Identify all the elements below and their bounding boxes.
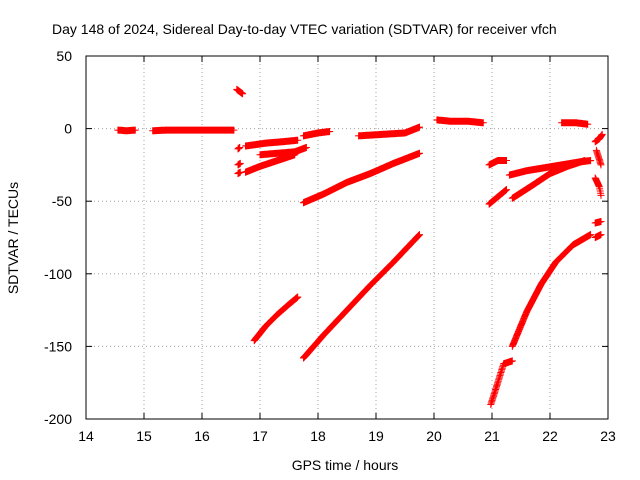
data-segment — [300, 149, 423, 207]
data-segment — [300, 128, 334, 140]
data-point-markers — [508, 231, 595, 350]
data-segment — [433, 116, 487, 127]
x-axis-label: GPS time / hours — [292, 457, 399, 473]
data-segment — [487, 357, 516, 408]
data-point-markers — [242, 151, 299, 176]
data-point-markers — [114, 126, 139, 135]
data-segment — [558, 119, 592, 128]
data-point-markers — [300, 231, 423, 362]
data-point-markers — [300, 128, 334, 140]
data-point-markers — [234, 168, 244, 178]
data-segment — [591, 218, 605, 227]
data-point-markers — [300, 149, 423, 207]
data-point-markers — [558, 119, 592, 128]
y-axis-ticks: 50 0 -50 -100 -150 -200 — [44, 48, 608, 427]
data-point-markers — [234, 159, 244, 169]
y-tick-label: -150 — [44, 338, 72, 354]
data-segment — [591, 174, 605, 199]
data-point-markers — [242, 136, 302, 150]
data-point-markers — [485, 186, 510, 208]
data-point-markers — [591, 231, 605, 241]
data-point-markers — [355, 123, 423, 140]
data-segment — [485, 157, 510, 169]
data-segment — [234, 159, 244, 169]
data-point-markers — [485, 157, 510, 169]
x-tick-label: 21 — [484, 428, 500, 444]
x-tick-label: 22 — [542, 428, 558, 444]
data-segment — [508, 157, 589, 202]
data-segment — [592, 146, 605, 169]
data-point-markers — [591, 130, 606, 146]
y-tick-label: -50 — [52, 193, 72, 209]
data-segment — [242, 136, 302, 150]
data-point-markers — [592, 146, 605, 169]
data-segment — [508, 231, 595, 350]
y-tick-label: 0 — [64, 121, 72, 137]
data-segment — [242, 151, 299, 176]
data-segment — [300, 231, 423, 362]
x-tick-label: 19 — [368, 428, 384, 444]
x-tick-label: 23 — [600, 428, 616, 444]
data-points — [114, 85, 606, 408]
data-point-markers — [250, 293, 302, 345]
y-tick-label: 50 — [56, 48, 72, 64]
data-point-markers — [591, 218, 605, 227]
chart-title: Day 148 of 2024, Sidereal Day-to-day VTE… — [52, 21, 557, 37]
data-segment — [355, 123, 423, 140]
data-point-markers — [149, 126, 238, 135]
x-tick-label: 17 — [252, 428, 268, 444]
y-tick-label: -100 — [44, 266, 72, 282]
x-axis-ticks: 14 15 16 17 18 19 20 21 22 23 — [78, 56, 616, 444]
x-tick-label: 16 — [194, 428, 210, 444]
data-point-markers — [508, 157, 589, 202]
data-segment — [256, 144, 310, 159]
x-tick-label: 14 — [78, 428, 94, 444]
plot-border — [85, 55, 609, 420]
plot-frame — [85, 55, 609, 420]
x-tick-label: 18 — [310, 428, 326, 444]
y-tick-label: -200 — [44, 411, 72, 427]
data-segment — [485, 186, 510, 208]
data-segment — [149, 126, 238, 135]
data-point-markers — [433, 116, 487, 127]
data-segment — [114, 126, 139, 135]
data-point-markers — [487, 357, 516, 408]
grid-lines — [86, 56, 608, 419]
data-point-markers — [234, 144, 244, 153]
data-point-markers — [591, 174, 605, 199]
data-segment — [234, 144, 244, 153]
data-segment — [591, 130, 606, 146]
data-segment — [234, 168, 244, 178]
data-segment — [591, 231, 605, 241]
data-point-markers — [256, 144, 310, 159]
y-axis-label: SDTVAR / TECUs — [5, 182, 21, 294]
data-segment — [250, 293, 302, 345]
x-tick-label: 20 — [426, 428, 442, 444]
x-tick-label: 15 — [136, 428, 152, 444]
data-point-markers — [233, 85, 247, 98]
data-segment — [233, 85, 247, 98]
